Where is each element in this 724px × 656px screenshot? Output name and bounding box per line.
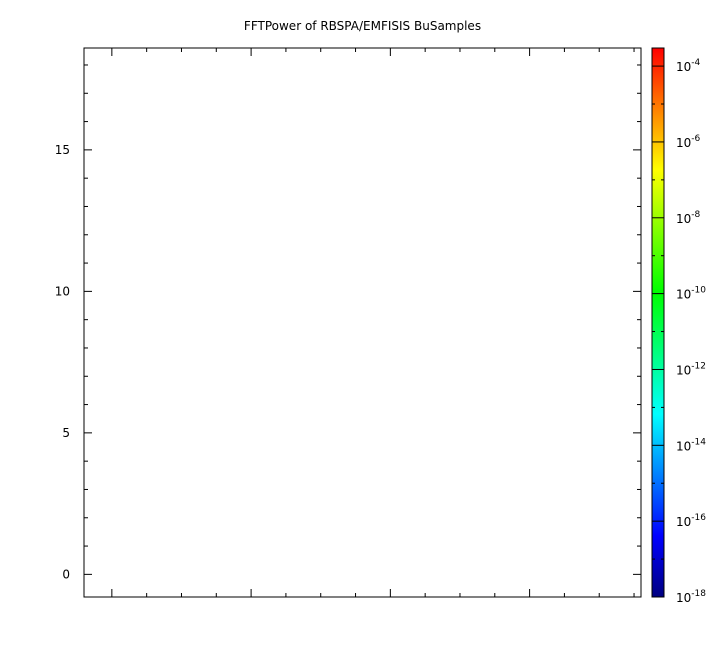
y-tick-label: 15 — [55, 143, 70, 157]
colorbar-tick-label: 10-4 — [676, 58, 701, 74]
y-tick-label: 0 — [62, 567, 70, 581]
y-tick-label: 5 — [62, 426, 70, 440]
colorbar-tick-label: 10-12 — [676, 361, 706, 377]
colorbar-scale — [651, 47, 665, 598]
plot-area: 19:51:342012-11-1319:51:3619:51:3819:51:… — [55, 47, 642, 598]
y-axis: 0 5 10 15 — [55, 64, 641, 581]
y-tick-label: 10 — [55, 284, 70, 298]
colorbar-tick-label: 10-14 — [676, 437, 706, 453]
colorbar-tick-label: 10-16 — [676, 513, 706, 529]
colorbar-tick-label: 10-10 — [676, 286, 706, 302]
colorbar: 10-4 10-6 10-8 10-10 10-12 10-14 10-16 10-18 — [651, 47, 706, 605]
colorbar-ticks: 10-4 10-6 10-8 10-10 10-12 10-14 10-16 10-18 — [652, 58, 706, 605]
colorbar-tick-label: 10-6 — [676, 134, 701, 150]
x-axis: 19:51:342012-11-1319:51:3619:51:3819:51:… — [111, 48, 635, 597]
colorbar-tick-label: 10-18 — [676, 589, 706, 605]
colorbar-tick-label: 10-8 — [676, 210, 701, 226]
chart-title: FFTPower of RBSPA/EMFISIS BuSamples — [244, 19, 481, 33]
plot-frame — [83, 47, 642, 598]
